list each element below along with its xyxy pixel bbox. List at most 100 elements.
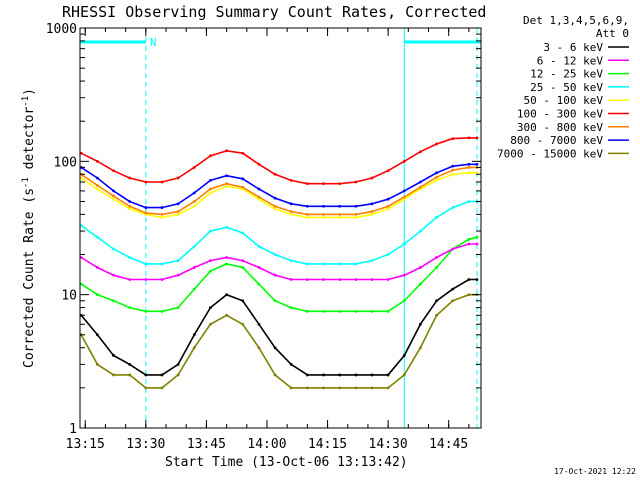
series-point: [354, 180, 358, 184]
y-tick-label: 1: [69, 422, 77, 437]
series-point: [451, 172, 455, 176]
series-point: [95, 333, 99, 337]
series-point: [402, 299, 406, 303]
series-point: [192, 333, 196, 337]
series-point: [225, 174, 228, 178]
series-point: [435, 256, 438, 259]
series-point: [273, 253, 277, 256]
series-point: [176, 259, 180, 263]
series-point: [144, 180, 148, 184]
series-point: [128, 256, 132, 259]
series-point: [144, 211, 148, 215]
y-axis-title-sup2: -1: [21, 96, 31, 107]
series-point: [419, 229, 422, 233]
series-point: [160, 278, 164, 281]
y-tick-label: 1000: [46, 22, 77, 37]
series-point: [79, 176, 83, 180]
legend-entry-label: 12 - 25 keV: [530, 68, 603, 81]
series-point: [225, 293, 228, 297]
series-point: [435, 175, 438, 179]
x-tick-label: 14:30: [369, 437, 408, 452]
series-line-3: [80, 200, 477, 265]
x-tick-label: 13:30: [126, 437, 165, 452]
series-point: [112, 197, 115, 201]
series-point: [338, 262, 342, 266]
series-point: [467, 237, 471, 241]
series-point: [257, 282, 261, 286]
series-point: [112, 273, 115, 277]
series-point: [354, 204, 358, 208]
series-point: [305, 373, 309, 377]
series-point: [128, 362, 132, 366]
series-point: [435, 266, 438, 269]
series-point: [338, 278, 342, 281]
series-point: [305, 386, 309, 390]
series-point: [273, 299, 277, 303]
series-point: [273, 196, 277, 200]
series-point: [128, 278, 132, 281]
x-tick-label: 13:45: [187, 437, 226, 452]
series-point: [322, 262, 325, 266]
series-point: [112, 169, 115, 173]
x-tick-label: 13:15: [66, 437, 105, 452]
series-point: [289, 178, 293, 182]
series-point: [128, 306, 132, 309]
series-point: [435, 171, 438, 175]
series-point: [209, 187, 212, 191]
series-point: [386, 207, 390, 211]
series-point: [354, 262, 358, 266]
series-point: [419, 150, 422, 154]
series-point: [241, 151, 245, 155]
series-point: [475, 162, 479, 166]
series-point: [305, 309, 309, 313]
series-point: [176, 373, 180, 377]
series-point: [176, 362, 180, 366]
series-point: [322, 278, 325, 281]
legend-entry-label: 50 - 100 keV: [524, 94, 604, 107]
series-point: [289, 278, 293, 281]
series-point: [354, 386, 358, 390]
series-point: [451, 168, 455, 172]
series-point: [144, 386, 148, 390]
series-point: [305, 204, 309, 208]
y-tick-label: 100: [54, 155, 77, 170]
series-point: [225, 184, 228, 188]
series-point: [128, 200, 132, 203]
series-point: [402, 273, 406, 277]
series-point: [386, 197, 390, 201]
series-point: [435, 313, 438, 317]
series-point: [192, 191, 196, 195]
series-point: [176, 176, 180, 180]
series-point: [241, 177, 245, 181]
series-point: [467, 278, 471, 281]
series-point: [370, 176, 374, 180]
series-point: [338, 212, 342, 216]
series-point: [79, 256, 83, 259]
series-point: [370, 210, 374, 213]
series-point: [289, 362, 293, 366]
series-point: [176, 273, 180, 277]
series-point: [402, 354, 406, 357]
series-point: [79, 151, 83, 155]
series-point: [273, 373, 277, 377]
series-point: [257, 197, 261, 201]
axes: 1 10 100 1000 13:15 13:30 13:45 14:00 14:15 14:30…: [46, 22, 481, 452]
series-point: [338, 309, 342, 313]
series-point: [95, 362, 99, 366]
series-point: [386, 169, 390, 173]
series-point: [79, 282, 83, 286]
series-point: [386, 278, 390, 281]
series-point: [241, 266, 245, 269]
series-point: [402, 197, 406, 201]
y-axis-title-end: ): [22, 88, 37, 96]
series-point: [112, 189, 115, 193]
series-point: [289, 212, 293, 216]
series-point: [160, 206, 164, 209]
series-point: [144, 309, 148, 313]
series-point: [467, 200, 471, 203]
series-point: [451, 247, 455, 251]
series-point: [322, 212, 325, 216]
series-point: [209, 259, 212, 263]
